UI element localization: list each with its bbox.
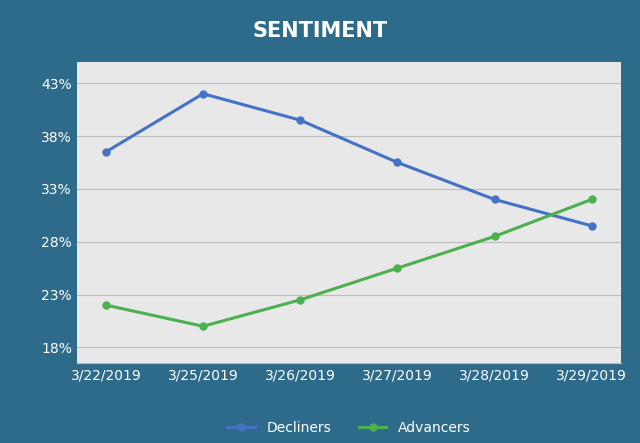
Legend: Decliners, Advancers: Decliners, Advancers [221,416,476,440]
Advancers [102,303,110,308]
Decliners [588,223,595,229]
Decliners [102,149,110,155]
Decliners [296,117,304,123]
Decliners [491,197,499,202]
Advancers [491,234,499,239]
Decliners [199,91,207,97]
Advancers [296,297,304,303]
Line: Advancers: Advancers [102,196,595,330]
Line: Decliners: Decliners [102,90,595,229]
Text: SENTIMENT: SENTIMENT [252,21,388,41]
Advancers [199,323,207,329]
Advancers [394,265,401,271]
Decliners [394,160,401,165]
Advancers [588,197,595,202]
